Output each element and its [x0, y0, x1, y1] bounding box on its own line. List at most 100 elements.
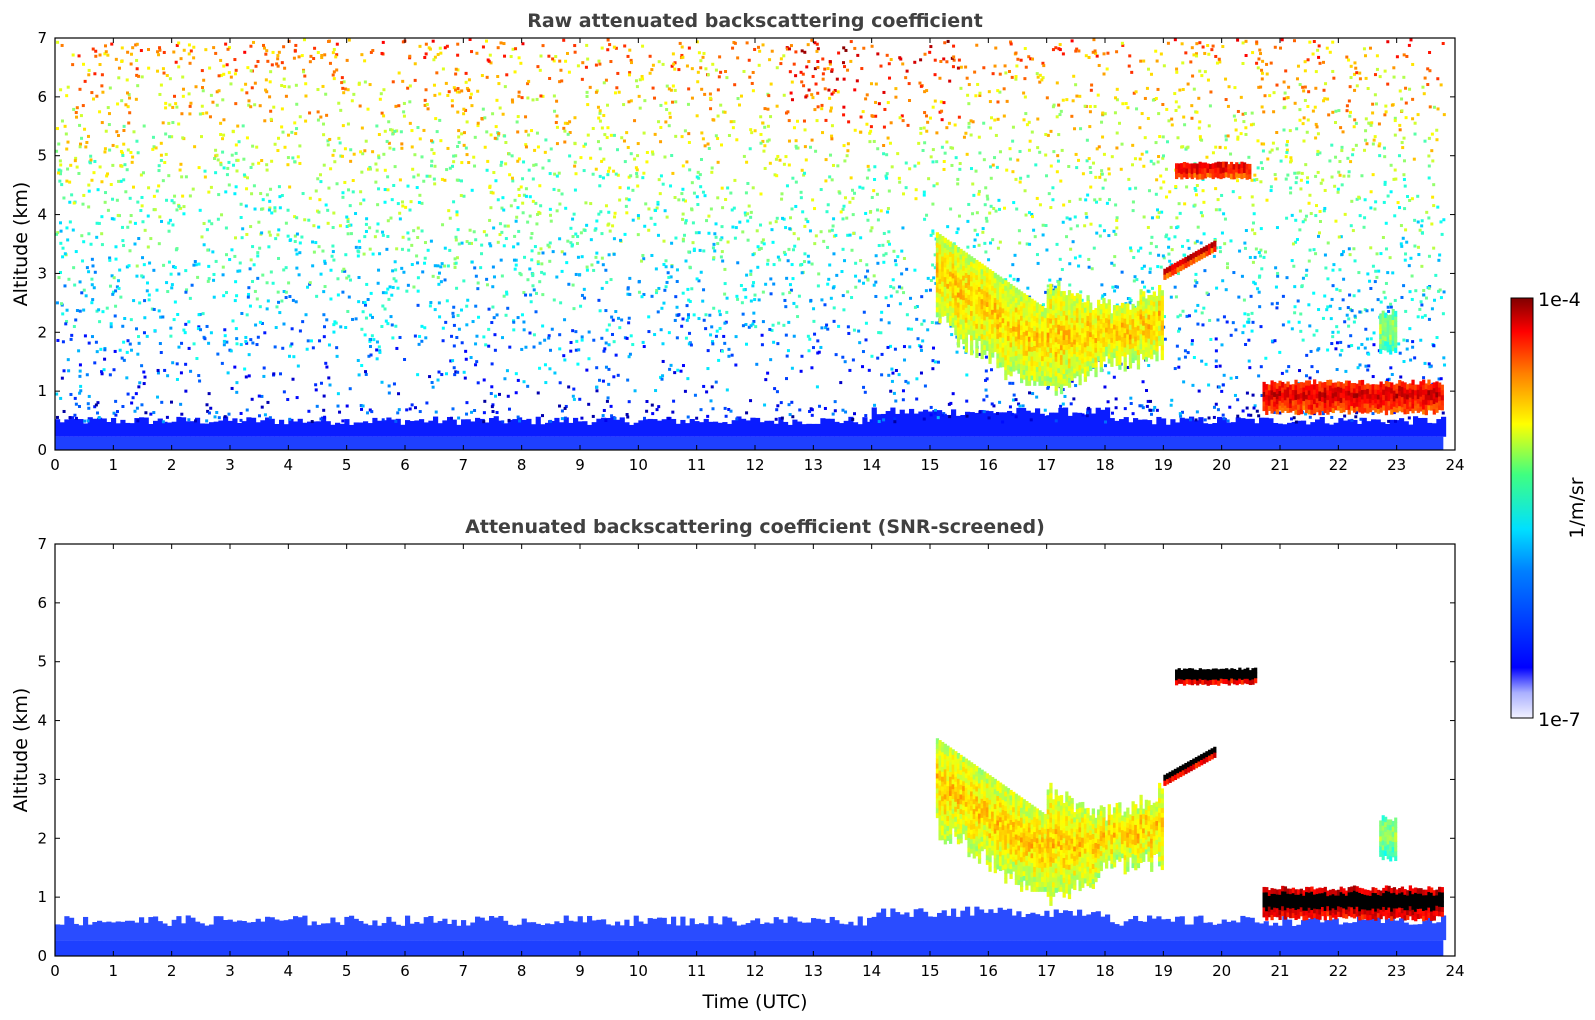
- noise-pixel: [865, 122, 869, 126]
- noise-pixel: [604, 268, 608, 272]
- noise-pixel: [822, 239, 826, 243]
- noise-pixel: [1411, 97, 1415, 101]
- noise-pixel: [655, 206, 659, 210]
- noise-pixel: [1403, 207, 1407, 211]
- boundary-layer-cell: [717, 422, 723, 437]
- noise-pixel: [100, 73, 104, 77]
- noise-pixel: [1251, 51, 1255, 55]
- noise-pixel: [1222, 212, 1226, 216]
- noise-pixel: [548, 172, 552, 176]
- noise-pixel: [371, 49, 375, 53]
- noise-pixel: [719, 103, 723, 107]
- noise-pixel: [580, 77, 584, 81]
- noise-pixel: [229, 349, 233, 353]
- noise-pixel: [335, 182, 339, 186]
- noise-pixel: [308, 282, 312, 286]
- noise-pixel: [1211, 44, 1215, 48]
- noise-pixel: [473, 266, 477, 270]
- noise-pixel: [833, 409, 837, 413]
- noise-pixel: [553, 172, 557, 176]
- boundary-layer-cell: [447, 416, 453, 437]
- noise-pixel: [717, 309, 721, 313]
- noise-pixel: [914, 197, 918, 201]
- noise-pixel: [340, 154, 344, 158]
- noise-pixel: [775, 66, 779, 70]
- noise-pixel: [142, 331, 146, 335]
- noise-pixel: [112, 368, 116, 372]
- noise-pixel: [850, 248, 854, 252]
- noise-pixel: [476, 381, 480, 385]
- noise-pixel: [59, 396, 63, 400]
- noise-pixel: [739, 284, 743, 288]
- noise-pixel: [94, 340, 98, 344]
- noise-pixel: [597, 116, 601, 120]
- noise-pixel: [714, 134, 718, 138]
- noise-pixel: [617, 316, 621, 320]
- noise-pixel: [1074, 83, 1078, 87]
- noise-pixel: [141, 171, 145, 175]
- boundary-layer-cell: [736, 416, 742, 437]
- noise-pixel: [800, 49, 804, 53]
- noise-pixel: [1077, 264, 1081, 268]
- noise-pixel: [841, 207, 845, 211]
- noise-pixel: [1260, 68, 1264, 72]
- noise-pixel: [1073, 127, 1077, 131]
- noise-pixel: [85, 373, 89, 377]
- noise-pixel: [894, 87, 898, 91]
- noise-pixel: [130, 401, 134, 405]
- noise-pixel: [397, 392, 401, 396]
- noise-pixel: [95, 350, 99, 354]
- noise-pixel: [1149, 72, 1153, 76]
- noise-pixel: [893, 259, 897, 263]
- noise-pixel: [488, 53, 492, 57]
- noise-pixel: [468, 96, 472, 100]
- noise-pixel: [227, 160, 231, 164]
- noise-pixel: [675, 268, 679, 272]
- noise-pixel: [1098, 224, 1102, 228]
- noise-pixel: [1177, 329, 1181, 333]
- noise-pixel: [1075, 94, 1079, 98]
- noise-pixel: [705, 390, 709, 394]
- noise-pixel: [1190, 342, 1194, 346]
- noise-pixel: [610, 414, 614, 418]
- noise-pixel: [146, 281, 150, 285]
- noise-pixel: [164, 152, 168, 156]
- noise-pixel: [580, 416, 584, 420]
- noise-pixel: [496, 75, 500, 79]
- noise-pixel: [535, 222, 539, 226]
- boundary-layer-cell: [955, 415, 961, 437]
- noise-pixel: [695, 195, 699, 199]
- boundary-layer-cell: [759, 422, 765, 437]
- boundary-layer-cell: [573, 417, 579, 437]
- noise-pixel: [360, 53, 364, 57]
- noise-pixel: [82, 240, 86, 244]
- noise-pixel: [1322, 209, 1326, 213]
- noise-pixel: [103, 52, 107, 56]
- boundary-layer-cell: [1039, 413, 1045, 437]
- noise-pixel: [1312, 291, 1316, 295]
- noise-pixel: [200, 69, 204, 73]
- noise-pixel: [806, 43, 810, 47]
- noise-pixel: [200, 135, 204, 139]
- noise-pixel: [376, 222, 380, 226]
- noise-pixel: [428, 174, 432, 178]
- noise-pixel: [1247, 413, 1251, 417]
- noise-pixel: [991, 72, 995, 76]
- noise-pixel: [761, 238, 765, 242]
- noise-pixel: [746, 219, 750, 223]
- noise-pixel: [1404, 101, 1408, 105]
- noise-pixel: [1224, 98, 1228, 102]
- noise-pixel: [567, 282, 571, 286]
- noise-pixel: [245, 313, 249, 317]
- noise-pixel: [1120, 270, 1124, 274]
- boundary-layer-cell: [801, 424, 807, 437]
- noise-pixel: [371, 150, 375, 154]
- noise-pixel: [308, 60, 312, 64]
- noise-pixel: [1384, 281, 1388, 285]
- noise-pixel: [361, 404, 365, 408]
- noise-pixel: [252, 184, 256, 188]
- noise-pixel: [57, 171, 61, 175]
- noise-pixel: [1041, 303, 1045, 307]
- noise-pixel: [1352, 247, 1356, 251]
- noise-pixel: [613, 211, 617, 215]
